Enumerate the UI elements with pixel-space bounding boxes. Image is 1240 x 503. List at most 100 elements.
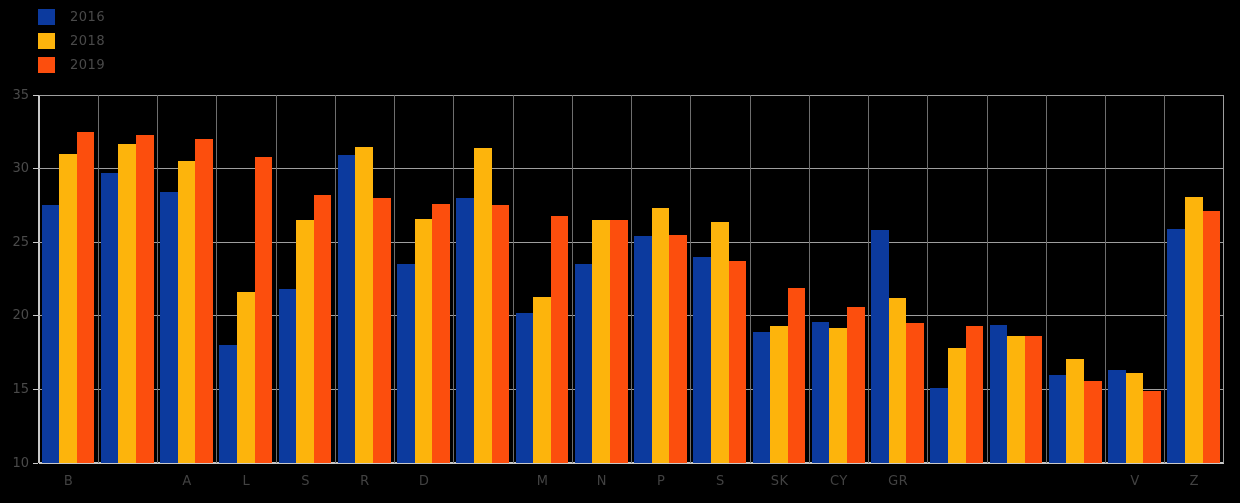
bar-2019-M xyxy=(550,215,569,463)
plot-area: 10 15 20 25 30 35 B A L S R D M N P S SK CY GR V Z xyxy=(12,89,1224,488)
bar-2018-R xyxy=(355,146,374,463)
x-tick-label-R: R xyxy=(360,474,370,489)
gridline-v-5 xyxy=(334,95,336,463)
x-tick-label-D: D xyxy=(418,474,430,489)
x-tick-label-M: M xyxy=(536,474,549,489)
bar-2016-P xyxy=(634,236,652,463)
bar-2016-R xyxy=(337,155,356,463)
y-tick-mark-15 xyxy=(33,388,38,390)
bar-2016-L xyxy=(219,345,237,463)
bar-2016-B xyxy=(41,205,60,463)
chart-legend: 2016 2018 2019 xyxy=(38,5,105,77)
legend-swatch-2016 xyxy=(38,9,55,25)
bar-2016-Z xyxy=(1167,228,1185,463)
bar-2016-N xyxy=(574,264,593,463)
gridline-v-19 xyxy=(1164,95,1166,463)
x-tick-label-V: V xyxy=(1130,474,1140,489)
y-tick-mark-10 xyxy=(33,462,38,464)
bar-2019-Z xyxy=(1202,211,1221,463)
bar-2018-A xyxy=(177,161,196,463)
bar-2018-L xyxy=(236,292,255,463)
legend-item-2018: 2018 xyxy=(38,29,105,53)
gridline-v-10 xyxy=(631,95,632,463)
bar-2019-P xyxy=(669,234,687,463)
bar-2016-S xyxy=(693,256,711,463)
x-tick-label-CY: CY xyxy=(829,474,848,489)
bar-2018-N xyxy=(592,220,611,463)
bar-2019-group8 xyxy=(491,205,510,463)
gridline-v-17 xyxy=(1045,95,1047,463)
bar-2019-N xyxy=(610,220,628,463)
gridline-v-1 xyxy=(97,95,99,463)
x-tick-label-GR: GR xyxy=(888,474,909,489)
x-tick-label-SK: SK xyxy=(770,474,789,489)
bar-2016-group17 xyxy=(989,324,1008,463)
plot-right-border xyxy=(1223,95,1224,463)
x-tick-label-S: S xyxy=(715,474,725,489)
bar-2018-group16 xyxy=(947,348,966,463)
legend-swatch-2019 xyxy=(38,57,55,73)
x-axis-line xyxy=(39,462,1224,464)
gridline-v-11 xyxy=(690,95,692,463)
y-tick-label-10: 10 xyxy=(12,455,29,471)
gridline-v-16 xyxy=(986,95,988,463)
bar-2016-group16 xyxy=(930,387,948,463)
bar-2019-L xyxy=(254,156,273,463)
bar-2016-S xyxy=(278,289,297,463)
bar-2018-SK xyxy=(770,326,788,463)
y-tick-mark-25 xyxy=(33,241,38,243)
y-tick-label-15: 15 xyxy=(12,381,29,397)
bar-2018-group18 xyxy=(1066,358,1085,463)
bar-2016-A xyxy=(160,192,178,463)
gridline-v-9 xyxy=(571,95,573,463)
bar-2019-B xyxy=(76,131,95,463)
bar-2018-S xyxy=(710,221,729,463)
y-tick-label-20: 20 xyxy=(12,308,29,324)
bar-2019-SK xyxy=(787,287,806,463)
gridline-v-3 xyxy=(216,95,218,463)
x-tick-label-L: L xyxy=(242,474,251,489)
x-tick-label-N: N xyxy=(596,474,607,489)
bar-2019-group2 xyxy=(136,134,154,463)
y-axis-line xyxy=(38,95,40,463)
bar-2018-S xyxy=(296,220,314,463)
bar-2018-Z xyxy=(1184,196,1203,463)
bar-2016-CY xyxy=(811,321,830,463)
bar-2019-A xyxy=(195,139,213,463)
gridline-v-12 xyxy=(749,95,751,463)
bar-2018-GR xyxy=(888,298,907,463)
x-tick-label-Z: Z xyxy=(1189,474,1200,489)
bar-2019-D xyxy=(432,203,450,463)
bar-2018-D xyxy=(414,218,433,463)
legend-label: 2019 xyxy=(70,57,106,73)
bar-2018-M xyxy=(533,296,551,463)
bar-2016-group2 xyxy=(100,173,119,463)
bar-2019-R xyxy=(373,198,391,463)
legend-item-2019: 2019 xyxy=(38,53,105,77)
legend-swatch-2018 xyxy=(38,33,55,49)
gridline-v-2 xyxy=(157,95,158,463)
gridline-v-14 xyxy=(868,95,869,463)
bar-2018-B xyxy=(59,153,77,463)
bar-2016-group18 xyxy=(1048,374,1067,463)
bar-2018-group2 xyxy=(118,143,137,463)
gridline-v-8 xyxy=(512,95,514,463)
bar-2016-M xyxy=(515,312,534,463)
bar-2019-group17 xyxy=(1024,336,1043,463)
bar-2019-V xyxy=(1143,390,1161,463)
bar-2019-S xyxy=(313,195,332,463)
legend-item-2016: 2016 xyxy=(38,5,105,29)
bar-2019-group18 xyxy=(1084,380,1102,463)
bar-2019-group16 xyxy=(965,326,984,463)
bar-2018-CY xyxy=(829,327,848,463)
gridline-v-15 xyxy=(927,95,929,463)
y-tick-mark-30 xyxy=(33,168,38,170)
y-tick-label-35: 35 xyxy=(12,87,29,103)
gridline-v-7 xyxy=(453,95,455,463)
gridline-v-6 xyxy=(394,95,395,463)
bar-2019-S xyxy=(728,261,747,463)
x-tick-label-A: A xyxy=(182,474,192,489)
bar-2019-GR xyxy=(906,323,924,463)
x-tick-label-S: S xyxy=(301,474,310,489)
